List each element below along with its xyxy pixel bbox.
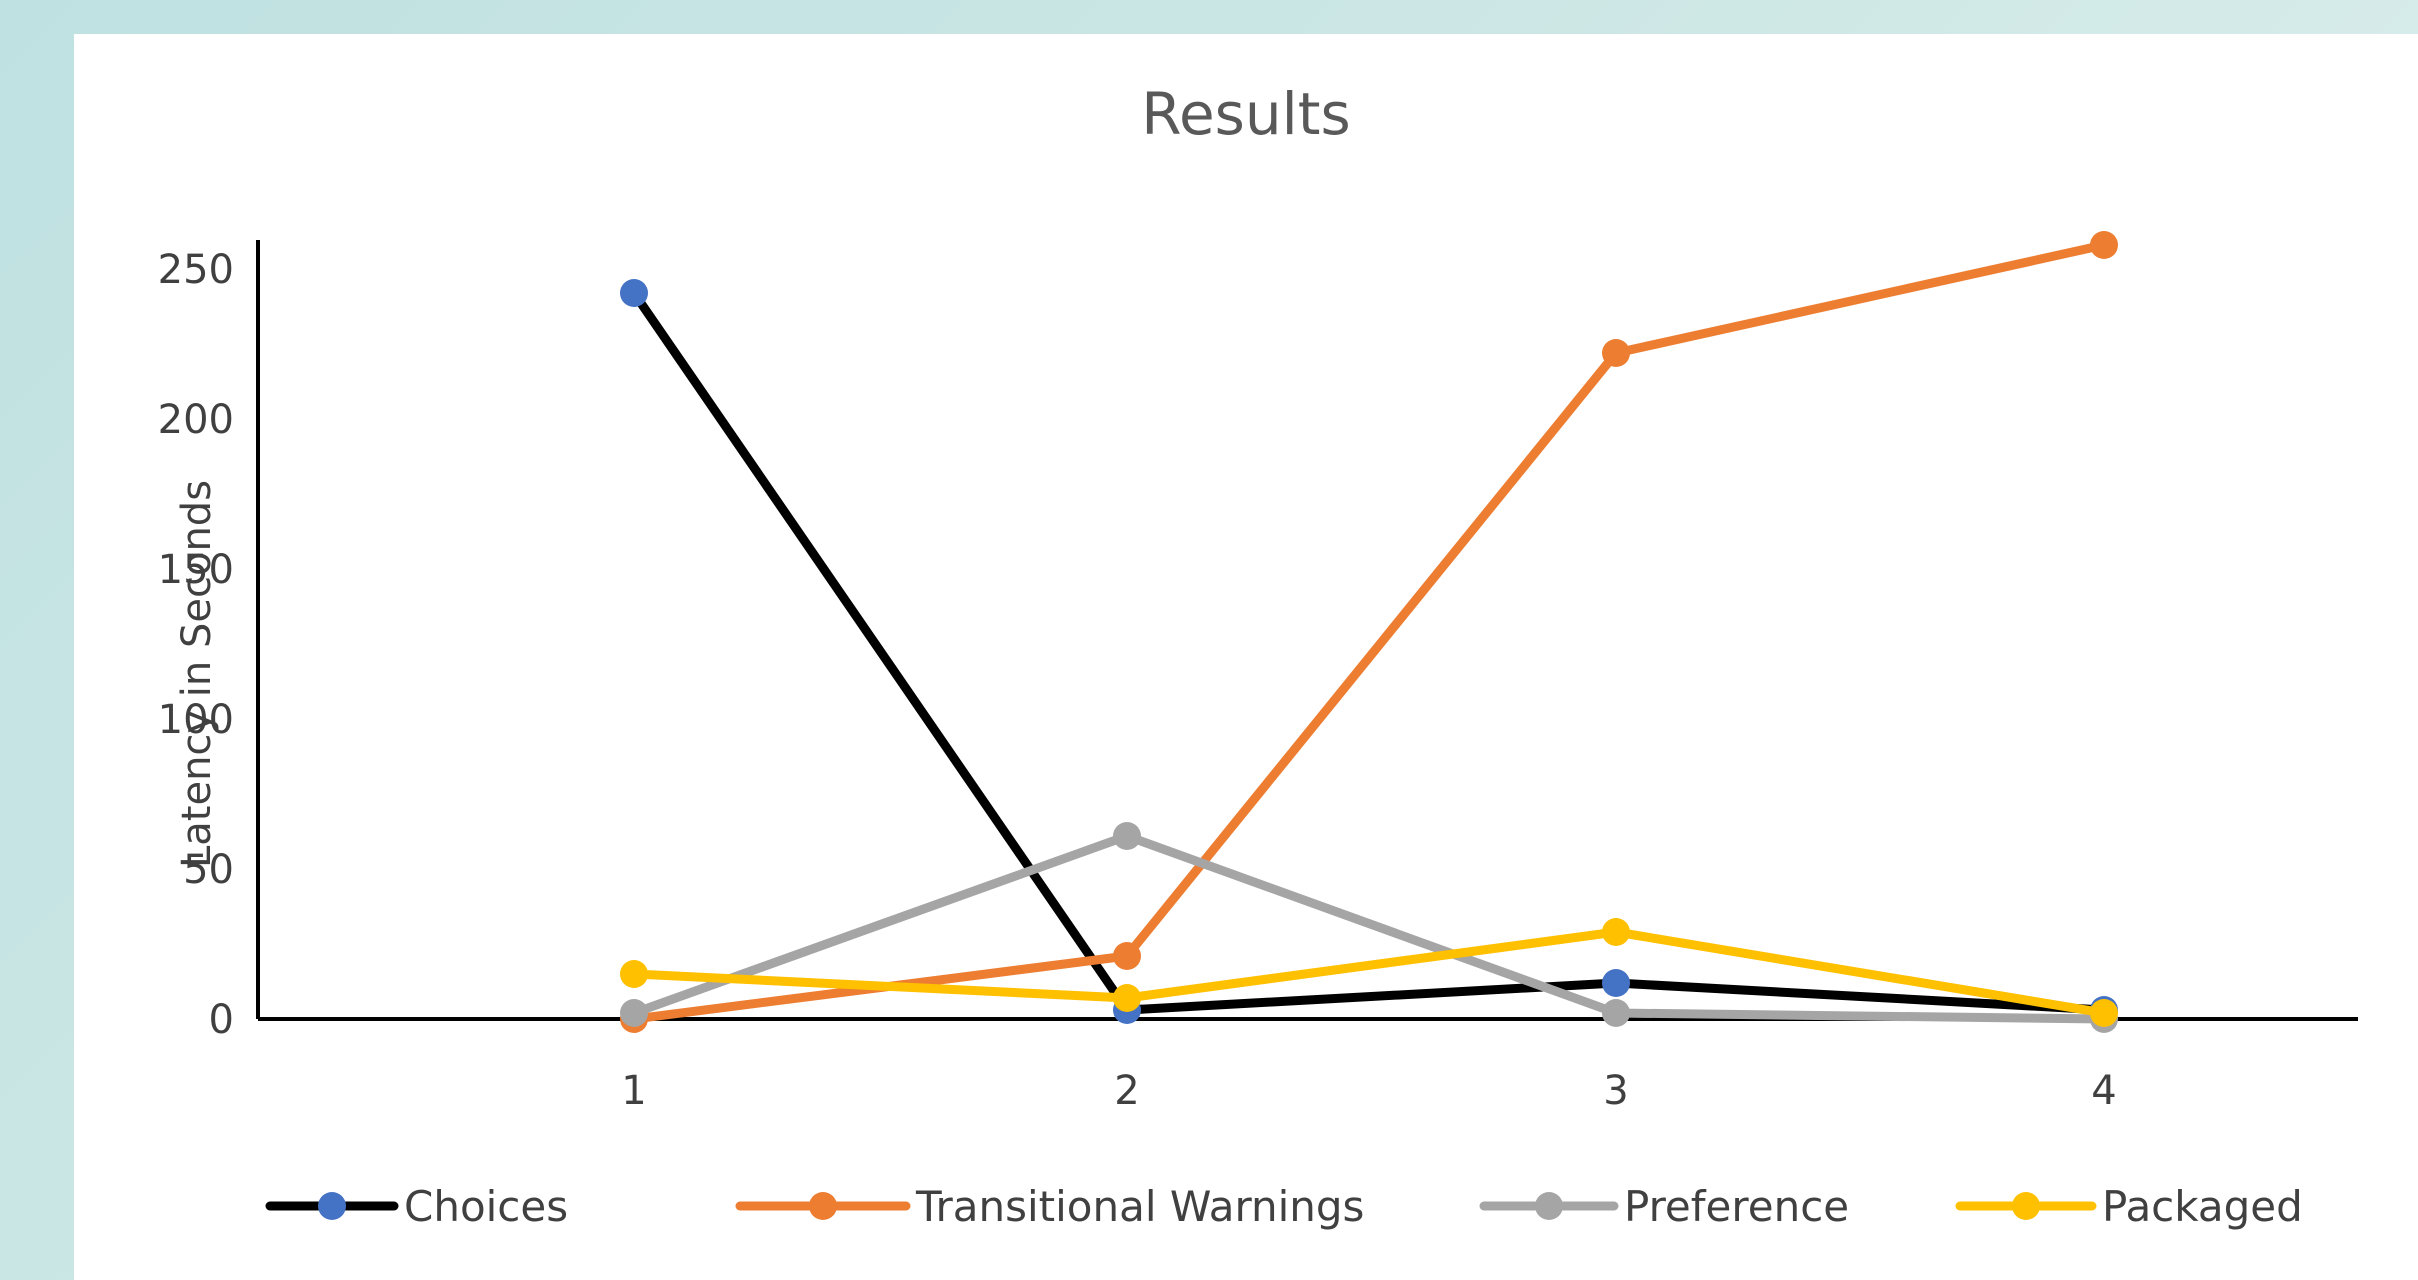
- series-line: [629, 927, 2109, 1018]
- data-point: [1113, 822, 1141, 850]
- y-tick-label: 150: [158, 547, 234, 593]
- data-point: [620, 999, 648, 1027]
- y-axis-title: Latency in Seconds: [174, 480, 220, 868]
- legend-label: Preference: [1624, 1182, 1849, 1231]
- series-line: [629, 240, 2109, 1024]
- y-tick-label: 250: [158, 247, 234, 293]
- data-point: [1602, 918, 1630, 946]
- line-chart: Results Latency in Seconds 0 50 100 150 200 2…: [158, 80, 2358, 1231]
- series-line: [629, 831, 2109, 1024]
- chart-card: Results Latency in Seconds 0 50 100 150 200 2…: [74, 34, 2418, 1280]
- y-tick-label: 100: [158, 697, 234, 743]
- data-point: [620, 960, 648, 988]
- legend-item-transitional-warnings: Transitional Warnings: [735, 1182, 1364, 1231]
- legend-item-packaged: Packaged: [1955, 1182, 2303, 1231]
- series-line: [629, 288, 2109, 1015]
- legend-label: Transitional Warnings: [915, 1182, 1364, 1231]
- data-point: [620, 279, 648, 307]
- x-tick-label: 1: [621, 1068, 646, 1114]
- x-tick-label: 4: [2091, 1068, 2116, 1114]
- legend-item-preference: Preference: [1479, 1182, 1849, 1231]
- y-tick-label: 0: [209, 997, 234, 1043]
- data-point: [2090, 999, 2118, 1027]
- series-transitional-warnings: [620, 231, 2118, 1033]
- plot-area: 0 50 100 150 200 250 1 2 3 4: [158, 231, 2358, 1114]
- data-point: [1602, 339, 1630, 367]
- data-point: [1113, 984, 1141, 1012]
- legend: Choices Transitional Warnings Preference Pa…: [265, 1182, 2303, 1231]
- series-packaged: [620, 918, 2118, 1027]
- y-tick-label: 50: [183, 847, 234, 893]
- data-point: [1602, 969, 1630, 997]
- data-point: [1602, 999, 1630, 1027]
- legend-item-choices: Choices: [265, 1182, 568, 1231]
- legend-label: Choices: [404, 1182, 568, 1231]
- data-point: [2090, 231, 2118, 259]
- legend-swatch-marker: [809, 1192, 837, 1220]
- legend-label: Packaged: [2102, 1182, 2303, 1231]
- data-point: [1113, 942, 1141, 970]
- chart-title: Results: [1141, 80, 1350, 148]
- legend-swatch-marker: [318, 1192, 346, 1220]
- legend-swatch-marker: [2012, 1192, 2040, 1220]
- x-tick-label: 3: [1603, 1068, 1628, 1114]
- y-tick-label: 200: [158, 397, 234, 443]
- x-tick-label: 2: [1114, 1068, 1139, 1114]
- legend-swatch-marker: [1535, 1192, 1563, 1220]
